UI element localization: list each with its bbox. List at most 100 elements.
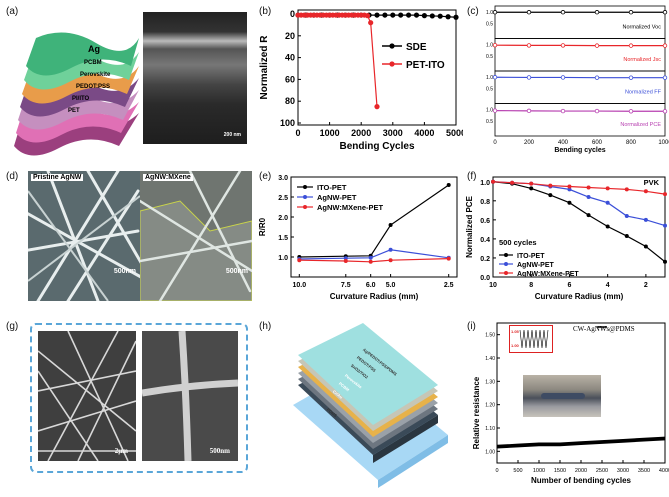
y-tick-label: 1.5 — [278, 235, 288, 242]
series-sde-point — [382, 12, 387, 17]
panel-label: (e) — [259, 171, 271, 182]
y-tick-label: 1.00 — [485, 449, 495, 455]
scale-bar-label: 500nm — [210, 447, 230, 455]
scale-bar-label: 500nm — [114, 268, 136, 275]
y-tick-label: 0 — [290, 9, 295, 19]
inset-tick-label: 1.05 — [511, 329, 519, 334]
series-ito-pet-point — [663, 260, 667, 264]
y-tick-label: 0.2 — [480, 256, 490, 263]
series-ito-pet-point — [587, 213, 591, 217]
series-agnw-mxene-pet-point — [369, 260, 373, 264]
legend-label: AgNW-PET — [317, 193, 357, 202]
series-sde-point — [422, 13, 427, 18]
series-ito-pet-point — [644, 245, 648, 249]
y-tick-label: 2.5 — [278, 195, 288, 202]
series-agnw-mxene-pet-point — [606, 186, 610, 190]
series-sde-point — [414, 12, 419, 17]
y-tick-label: 20 — [285, 31, 295, 41]
y-tick-label: 0.5 — [486, 119, 493, 125]
y-tick-label: 60 — [285, 74, 295, 84]
series-ito-pet-point — [567, 201, 571, 205]
scale-bar-label: 500nm — [226, 268, 248, 275]
y-tick-label: 0.5 — [486, 21, 493, 27]
y-tick-label: 1.0 — [486, 10, 493, 16]
series-agnw-mxene-pet-point — [567, 185, 571, 189]
series-normalized-pce-point — [663, 109, 667, 113]
legend-label: SDE — [406, 42, 427, 53]
annotation-text: 500 cycles — [499, 238, 537, 247]
series-agnw-mxene-pet-point — [529, 182, 533, 186]
legend-label: AgNW-PET — [517, 262, 555, 269]
series-sde-point — [406, 12, 411, 17]
scale-bar-label: 2μm — [115, 447, 128, 455]
x-tick-label: 5.0 — [386, 282, 396, 289]
x-tick-label: 1500 — [554, 468, 566, 474]
legend-label: PET-ITO — [406, 60, 445, 71]
y-axis-label: Normalized PCE — [465, 195, 474, 257]
series-normalized-ff-point — [493, 75, 497, 79]
series-sde-point — [438, 14, 443, 19]
series-pet-ito-point — [368, 20, 373, 25]
x-tick-label: 600 — [592, 140, 603, 146]
x-tick-label: 2000 — [575, 468, 587, 474]
series-normalized-jsc-point — [663, 44, 667, 48]
y-tick-label: 100 — [280, 118, 295, 128]
x-tick-label: 500 — [513, 468, 522, 474]
x-tick-label: 3500 — [638, 468, 650, 474]
series-agnw-pet-line — [493, 182, 665, 226]
subplot-legend-label: Normalized Voc — [622, 24, 661, 30]
series-agnw-mxene-pet-line — [493, 182, 665, 194]
subplot-frame — [495, 71, 665, 104]
legend-label: AgNW:MXene-PET — [517, 271, 579, 278]
series-pet-ito-point — [374, 104, 379, 109]
subplot-frame — [495, 39, 665, 72]
series-normalized-pce-point — [561, 109, 565, 113]
panel-a: (a) Ag PCBM Perovskite PEDOT:PSS PI/ITO … — [0, 0, 253, 155]
subplot-legend-label: Normalized FF — [625, 89, 662, 95]
series-agnw-pet-point — [625, 214, 629, 218]
series-normalized-ff-point — [629, 76, 633, 80]
series-sde-point — [446, 14, 451, 19]
legend-marker — [303, 195, 307, 199]
x-tick-label: 800 — [626, 140, 637, 146]
legend-label: CW-AgNWs@PDMS — [573, 325, 635, 333]
series-normalized-jsc-point — [493, 43, 497, 47]
x-tick-label: 4000 — [414, 128, 434, 138]
series-normalized-voc-point — [527, 10, 531, 14]
panel-label: (d) — [6, 171, 18, 182]
sem-image-wire-junction: 500nm — [142, 331, 238, 461]
x-tick-label: 8 — [529, 282, 533, 289]
x-tick-label: 3000 — [617, 468, 629, 474]
panel-d: (d) Pristine AgNW 500nm AgNW:MXene 500nm — [0, 165, 253, 305]
y-tick-label: 0.5 — [486, 86, 493, 92]
series-normalized-ff-point — [595, 76, 599, 80]
x-tick-label: 7.5 — [341, 282, 351, 289]
y-tick-label: 1.0 — [278, 255, 288, 262]
series-pet-ito-point — [365, 13, 370, 18]
series-normalized-pce-point — [595, 109, 599, 113]
inset-tick-label: 1.00 — [511, 343, 519, 348]
x-tick-label: 2500 — [596, 468, 608, 474]
x-axis-label: Bending cycles — [554, 147, 605, 154]
series-cw-agnws-pdms-band — [497, 437, 665, 449]
legend-label: ITO-PET — [517, 253, 545, 260]
series-ito-pet-point — [389, 223, 393, 227]
layer-label-pcbm: PCBM — [84, 60, 102, 66]
series-normalized-jsc-point — [629, 44, 633, 48]
layer-label-perovskite: Perovskite — [80, 72, 110, 78]
x-tick-label: 0 — [295, 128, 300, 138]
x-tick-label: 400 — [558, 140, 569, 146]
nanowire-network — [28, 171, 140, 301]
series-ito-pet-point — [625, 234, 629, 238]
series-agnw-mxene-pet-point — [548, 184, 552, 188]
series-normalized-voc-point — [595, 10, 599, 14]
y-tick-label: 0.4 — [480, 237, 490, 244]
y-tick-label: 1.0 — [486, 108, 493, 114]
x-tick-label: 0 — [495, 468, 498, 474]
series-normalized-pce-point — [527, 109, 531, 113]
panel-label: (i) — [467, 321, 476, 332]
